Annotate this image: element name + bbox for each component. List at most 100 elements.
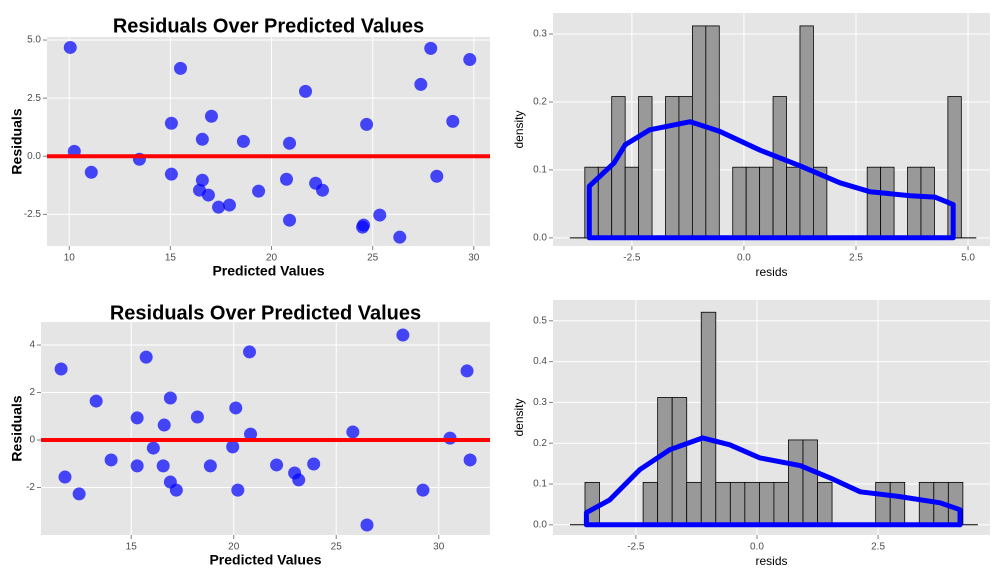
- point: [204, 109, 218, 123]
- point: [396, 328, 410, 342]
- y-axis-label: Residuals: [9, 108, 25, 174]
- chart-title: Residuals Over Predicted Values: [110, 302, 421, 324]
- y-tick-label: 4: [29, 340, 35, 351]
- point: [252, 184, 266, 198]
- y-tick-label: 0.2: [533, 97, 547, 108]
- bar: [745, 166, 761, 239]
- y-tick-label: 5.0: [27, 35, 41, 46]
- bar: [665, 96, 680, 239]
- point: [164, 116, 178, 130]
- x-tick-label: 30: [468, 253, 480, 264]
- point: [212, 200, 226, 214]
- bar: [691, 25, 707, 239]
- point: [139, 350, 153, 364]
- point: [463, 53, 477, 67]
- x-tick-label: 20: [228, 542, 240, 553]
- x-axis-label: Predicted Values: [209, 552, 321, 568]
- point: [231, 483, 245, 497]
- point: [146, 441, 160, 455]
- bar: [686, 481, 702, 526]
- bar: [907, 166, 922, 239]
- bar: [642, 481, 659, 526]
- x-tick-label: 5.0: [961, 253, 975, 264]
- point: [414, 77, 428, 91]
- y-axis-label: density: [512, 398, 526, 436]
- point: [460, 364, 474, 378]
- y-tick-label: -2: [26, 482, 35, 493]
- point: [463, 453, 477, 467]
- y-tick-label: 0.0: [27, 151, 41, 162]
- bar: [786, 166, 801, 239]
- y-tick-label: 2.5: [27, 93, 41, 104]
- y-tick-label: 0.0: [533, 519, 547, 530]
- chart-title: Residuals Over Predicted Values: [113, 15, 424, 37]
- bar: [678, 96, 693, 239]
- bar: [799, 25, 814, 239]
- point: [283, 213, 297, 227]
- bar: [729, 481, 746, 526]
- bar: [817, 481, 833, 526]
- bar: [744, 481, 760, 526]
- point: [72, 487, 86, 501]
- x-tick-label: 15: [165, 253, 177, 264]
- bar: [773, 481, 789, 526]
- point: [416, 483, 430, 497]
- x-tick-label: 30: [433, 542, 445, 553]
- density-curve: [583, 435, 963, 528]
- y-tick-label: 0: [29, 435, 35, 446]
- x-tick-label: 15: [126, 542, 138, 553]
- point: [446, 114, 460, 128]
- y-tick-label: 0.1: [533, 165, 547, 176]
- point: [130, 459, 144, 473]
- plot-background: [47, 37, 490, 246]
- x-tick-label: -2.5: [627, 542, 645, 553]
- point: [190, 410, 204, 424]
- bar: [772, 96, 787, 239]
- bar: [758, 481, 775, 526]
- bar: [920, 166, 935, 239]
- x-tick-label: 10: [64, 253, 76, 264]
- point: [244, 427, 258, 441]
- bar: [611, 96, 626, 239]
- point: [63, 40, 77, 54]
- bar: [788, 439, 804, 526]
- point: [243, 345, 257, 359]
- point: [229, 401, 243, 415]
- y-axis-label: Residuals: [9, 395, 25, 461]
- point: [195, 173, 209, 187]
- point: [58, 470, 72, 484]
- point: [430, 169, 444, 183]
- point: [169, 483, 183, 497]
- point: [84, 165, 98, 179]
- bar: [889, 481, 906, 526]
- point: [236, 134, 250, 148]
- point: [164, 167, 178, 181]
- bar: [802, 439, 818, 526]
- point: [130, 411, 144, 425]
- y-tick-label: 0.3: [533, 29, 547, 40]
- point: [201, 188, 215, 202]
- plot-background: [41, 322, 490, 535]
- point: [373, 208, 387, 222]
- x-tick-label: 20: [266, 253, 278, 264]
- point: [195, 132, 209, 146]
- point: [174, 61, 188, 75]
- x-axis-label: resids: [755, 265, 787, 279]
- point: [283, 136, 297, 150]
- bar: [732, 166, 747, 239]
- bar: [657, 397, 673, 526]
- point: [299, 84, 313, 98]
- y-tick-label: 2: [29, 387, 35, 398]
- point: [104, 453, 118, 467]
- y-tick-label: -2.5: [24, 209, 42, 220]
- point: [280, 172, 294, 186]
- x-tick-label: 0.0: [750, 542, 764, 553]
- y-tick-label: 0.1: [533, 479, 547, 490]
- y-tick-label: 0.4: [533, 356, 547, 367]
- density-curve: [586, 119, 956, 241]
- x-tick-label: 25: [367, 253, 379, 264]
- point: [89, 394, 103, 408]
- point: [163, 391, 177, 405]
- x-tick-label: 0.0: [737, 253, 751, 264]
